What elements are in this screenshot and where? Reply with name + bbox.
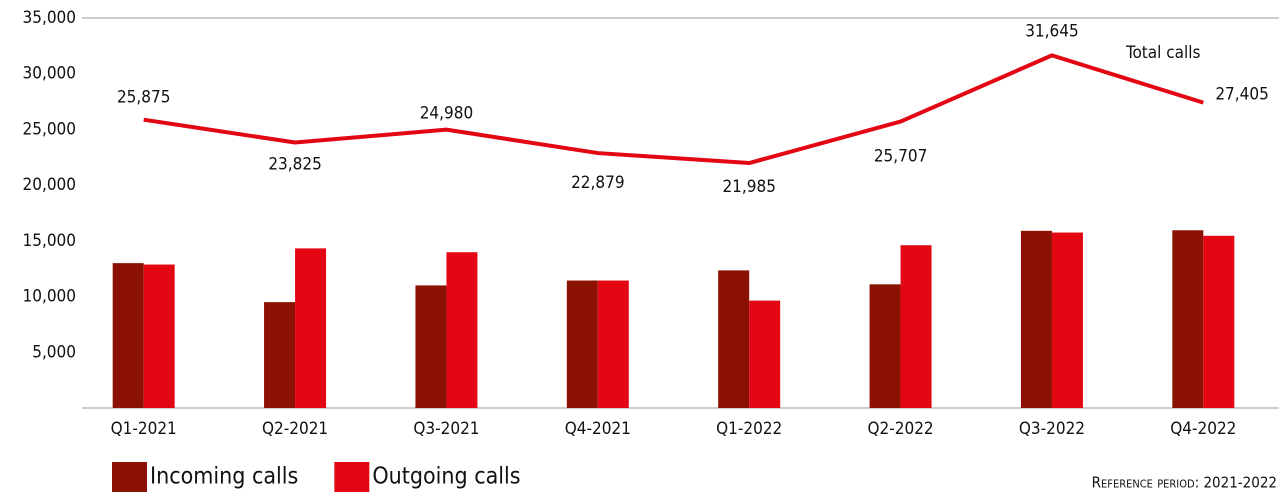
bar [1020,230,1052,408]
legend-label: Incoming calls [150,464,298,490]
bar [295,248,327,408]
data-label: 21,985 [722,177,776,197]
y-tick-label: 25,000 [23,119,77,139]
bar [264,302,296,408]
bar [415,285,447,408]
bar [566,280,598,408]
legend-swatch [334,462,370,492]
bar [112,263,144,408]
y-tick-label: 15,000 [23,231,77,251]
bar [143,264,175,408]
legend-label: Outgoing calls [372,464,520,490]
data-label: 23,825 [268,155,322,175]
data-label: 25,875 [117,88,171,108]
bar [446,252,478,408]
data-label: 27,405 [1215,85,1269,105]
data-label: 25,707 [874,147,928,167]
bar [1203,235,1235,408]
y-tick-label: 30,000 [23,64,77,84]
legend-swatch [112,462,147,492]
bar [749,300,781,408]
x-tick-label: Q1-2022 [716,419,782,439]
y-tick-label: 20,000 [23,175,77,195]
total-line [143,53,1204,166]
x-tick-label: Q3-2021 [413,419,479,439]
bar [869,284,901,408]
bar [1172,230,1204,408]
bar [718,270,750,408]
x-tick-label: Q2-2022 [867,419,933,439]
x-tick-label: Q2-2021 [262,419,328,439]
bar [597,280,629,408]
x-tick-label: Q1-2021 [111,419,177,439]
x-tick-label: Q4-2021 [565,419,631,439]
footnote: Reference period: 2021-2022 [1092,474,1277,492]
bar [900,245,932,408]
x-tick-label: Q3-2022 [1019,419,1085,439]
y-tick-label: 5,000 [32,342,76,362]
y-tick-label: 10,000 [23,287,77,307]
data-label: 31,645 [1025,21,1079,41]
line-annotation: Total calls [1125,43,1201,63]
bar [1051,232,1083,408]
data-label: 22,879 [571,173,625,193]
x-tick-label: Q4-2022 [1170,419,1236,439]
y-tick-label: 35,000 [23,8,77,28]
data-label: 24,980 [420,104,474,124]
